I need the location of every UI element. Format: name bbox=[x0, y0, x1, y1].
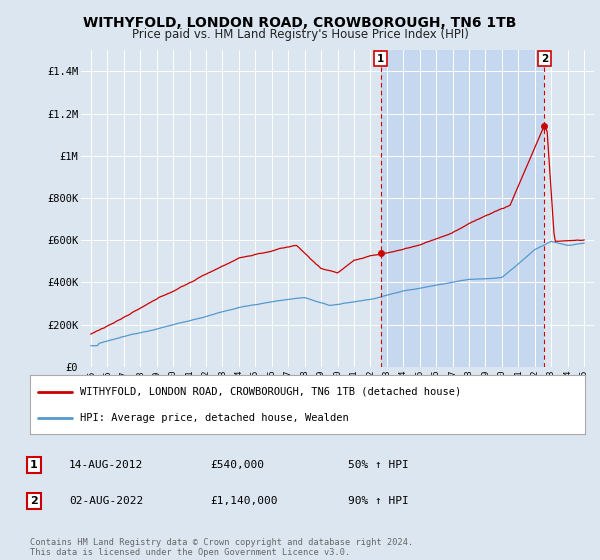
Text: £540,000: £540,000 bbox=[210, 460, 264, 470]
Text: HPI: Average price, detached house, Wealden: HPI: Average price, detached house, Weal… bbox=[80, 413, 349, 423]
Bar bbox=[380, 50, 544, 367]
Text: WITHYFOLD, LONDON ROAD, CROWBOROUGH, TN6 1TB: WITHYFOLD, LONDON ROAD, CROWBOROUGH, TN6… bbox=[83, 16, 517, 30]
Text: 02-AUG-2022: 02-AUG-2022 bbox=[69, 496, 143, 506]
Text: 1: 1 bbox=[30, 460, 38, 470]
Text: 50% ↑ HPI: 50% ↑ HPI bbox=[348, 460, 409, 470]
Text: 14-AUG-2012: 14-AUG-2012 bbox=[69, 460, 143, 470]
Text: Contains HM Land Registry data © Crown copyright and database right 2024.
This d: Contains HM Land Registry data © Crown c… bbox=[30, 538, 413, 557]
Text: 2: 2 bbox=[30, 496, 38, 506]
Text: £1,140,000: £1,140,000 bbox=[210, 496, 277, 506]
Text: 90% ↑ HPI: 90% ↑ HPI bbox=[348, 496, 409, 506]
Text: 1: 1 bbox=[377, 54, 384, 64]
Text: 2: 2 bbox=[541, 54, 548, 64]
Text: WITHYFOLD, LONDON ROAD, CROWBOROUGH, TN6 1TB (detached house): WITHYFOLD, LONDON ROAD, CROWBOROUGH, TN6… bbox=[80, 386, 461, 396]
Text: Price paid vs. HM Land Registry's House Price Index (HPI): Price paid vs. HM Land Registry's House … bbox=[131, 28, 469, 41]
